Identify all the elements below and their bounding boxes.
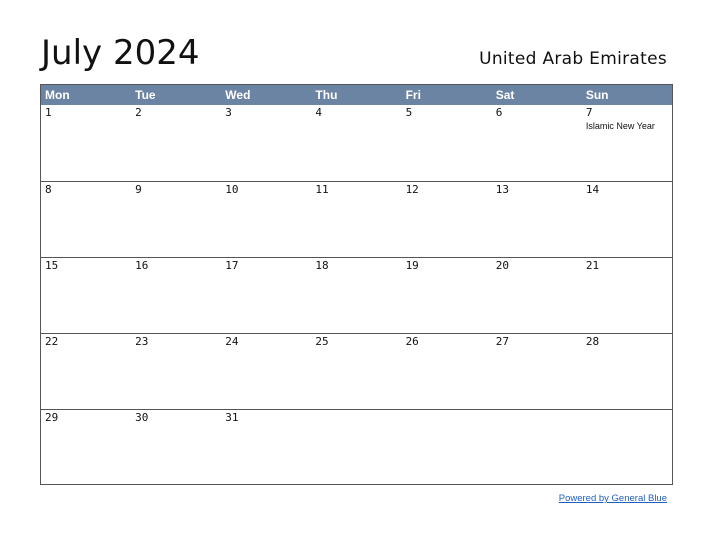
day-number: 10 — [225, 183, 239, 196]
calendar-grid: Mon Tue Wed Thu Fri Sat Sun 1 2 3 4 5 6 … — [40, 84, 673, 485]
day-number: 6 — [495, 106, 503, 119]
weekday-tue: Tue — [135, 88, 156, 102]
week-row: 29 30 31 — [41, 409, 672, 484]
day-cell: 11 — [311, 182, 401, 257]
day-cell: 20 — [492, 258, 582, 333]
week-row: 1 2 3 4 5 6 7 Islamic New Year — [41, 105, 672, 181]
day-number: 19 — [405, 259, 419, 272]
day-cell: 23 — [131, 334, 221, 409]
day-number: 18 — [315, 259, 329, 272]
weekday-header: Mon Tue Wed Thu Fri Sat Sun — [41, 85, 672, 105]
day-cell — [402, 410, 492, 484]
day-cell: 4 — [311, 105, 401, 181]
day-number: 8 — [45, 183, 52, 196]
day-cell: 12 — [402, 182, 492, 257]
day-number: 12 — [405, 183, 419, 196]
day-number: 13 — [495, 183, 509, 196]
weekday-sat: Sat — [495, 88, 515, 102]
day-cell: 10 — [221, 182, 311, 257]
day-cell: 30 — [131, 410, 221, 484]
week-row: 8 9 10 11 12 13 14 — [41, 181, 672, 257]
day-cell: 14 — [582, 182, 672, 257]
day-cell: 21 — [582, 258, 672, 333]
day-number: 27 — [495, 335, 509, 348]
day-number: 7 — [585, 106, 593, 119]
day-cell: 16 — [131, 258, 221, 333]
day-number: 23 — [135, 335, 149, 348]
day-number: 9 — [135, 183, 142, 196]
day-cell: 6 — [492, 105, 582, 181]
day-cell: 3 — [221, 105, 311, 181]
day-cell: 31 — [221, 410, 311, 484]
day-number: 25 — [315, 335, 329, 348]
day-cell: 1 — [41, 105, 131, 181]
day-number: 21 — [585, 259, 600, 272]
day-number: 4 — [315, 106, 323, 119]
day-cell: 25 — [311, 334, 401, 409]
day-number: 29 — [45, 411, 59, 424]
country-name: United Arab Emirates — [479, 49, 667, 69]
day-cell: 19 — [402, 258, 492, 333]
day-cell — [582, 410, 672, 484]
weekday-wed: Wed — [225, 88, 251, 102]
day-cell: 2 — [131, 105, 221, 181]
day-number: 15 — [45, 259, 59, 272]
day-number: 30 — [135, 411, 149, 424]
day-number: 22 — [45, 335, 59, 348]
day-number: 14 — [585, 183, 600, 196]
day-cell — [492, 410, 582, 484]
day-number: 3 — [225, 106, 232, 119]
day-number: 2 — [135, 106, 142, 119]
day-cell: 15 — [41, 258, 131, 333]
day-cell: 27 — [492, 334, 582, 409]
day-cell: 29 — [41, 410, 131, 484]
weekday-sun: Sun — [585, 88, 609, 102]
day-number: 24 — [225, 335, 239, 348]
day-number: 16 — [135, 259, 149, 272]
day-number: 1 — [45, 106, 52, 119]
day-number: 5 — [405, 106, 413, 119]
day-number: 31 — [225, 411, 239, 424]
day-cell: 26 — [402, 334, 492, 409]
day-cell: 18 — [311, 258, 401, 333]
weekday-thu: Thu — [315, 88, 338, 102]
day-number: 11 — [315, 183, 329, 196]
day-number: 26 — [405, 335, 419, 348]
day-cell — [311, 410, 401, 484]
day-cell: 28 — [582, 334, 672, 409]
week-row: 22 23 24 25 26 27 28 — [41, 333, 672, 409]
day-cell: 7 Islamic New Year — [582, 105, 672, 181]
weekday-mon: Mon — [45, 88, 70, 102]
week-row: 15 16 17 18 19 20 21 — [41, 257, 672, 333]
day-number: 28 — [585, 335, 600, 348]
page-title: July 2024 — [41, 33, 200, 73]
day-cell: 9 — [131, 182, 221, 257]
powered-by-link[interactable]: Powered by General Blue — [558, 493, 667, 504]
day-cell: 5 — [402, 105, 492, 181]
day-number: 17 — [225, 259, 239, 272]
day-cell: 13 — [492, 182, 582, 257]
day-cell: 22 — [41, 334, 131, 409]
weekday-fri: Fri — [405, 88, 421, 102]
day-cell: 17 — [221, 258, 311, 333]
day-cell: 24 — [221, 334, 311, 409]
day-number: 20 — [495, 259, 509, 272]
day-cell: 8 — [41, 182, 131, 257]
holiday-label: Islamic New Year — [585, 121, 655, 131]
